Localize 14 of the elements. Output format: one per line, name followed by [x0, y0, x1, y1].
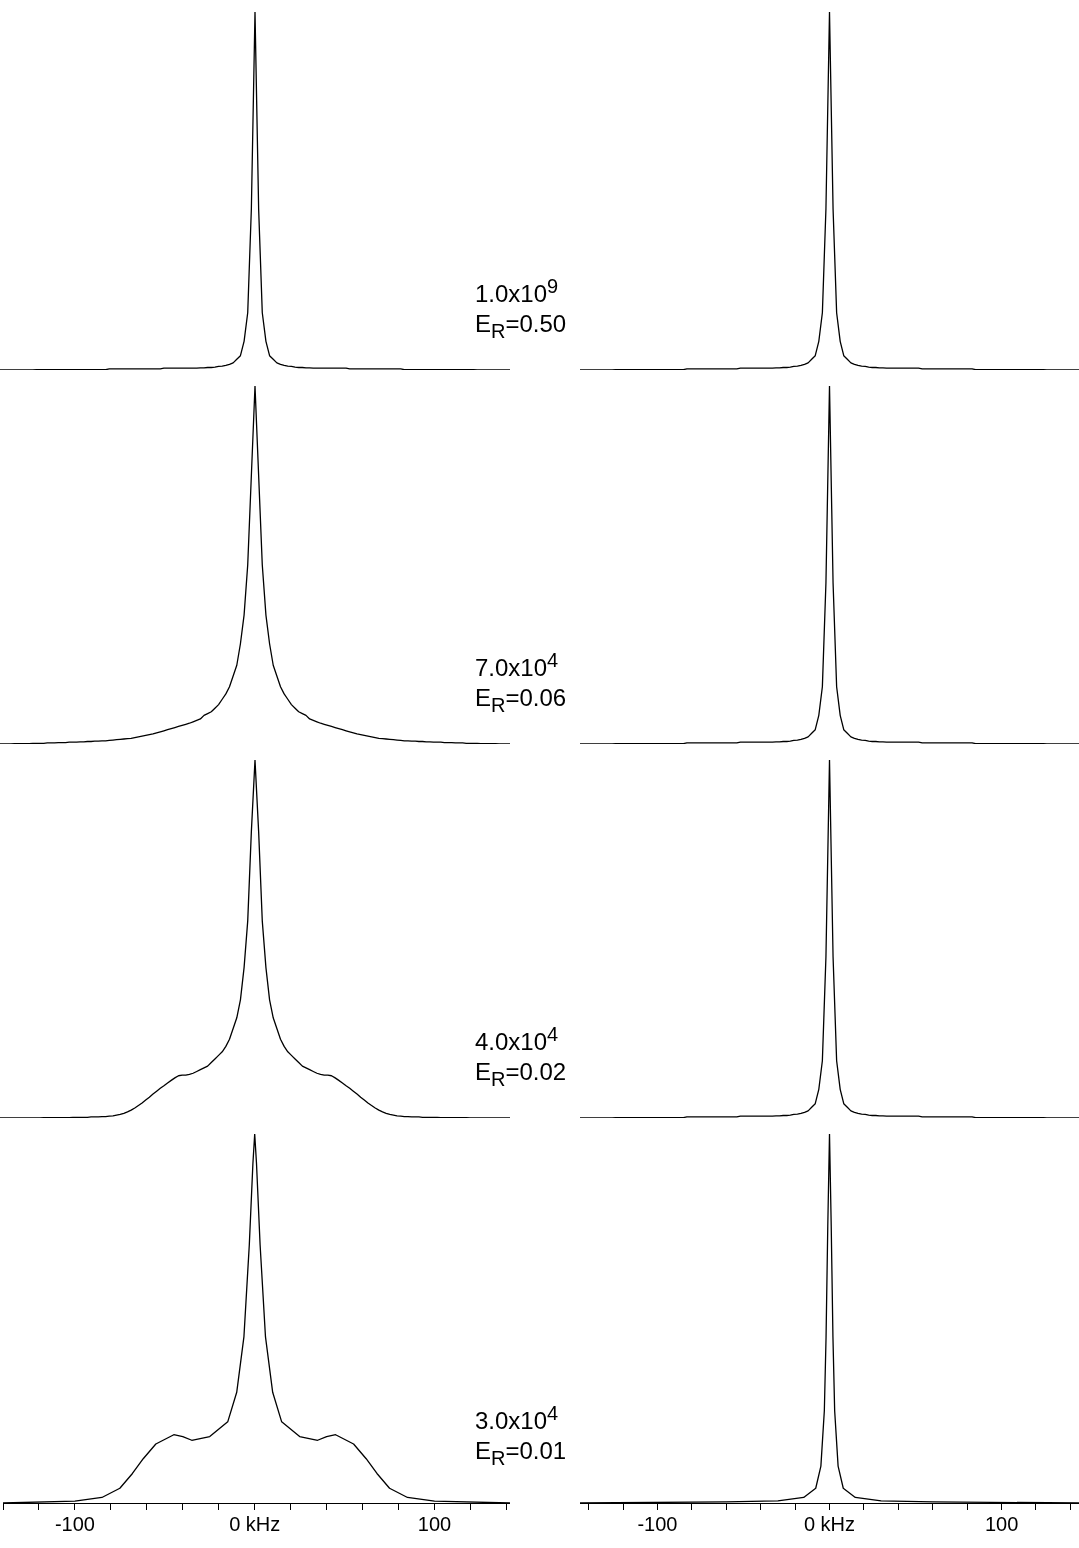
- annotation: E$_{R}$=0.01: [475, 1436, 567, 1471]
- x-tick-label: 0 kHz: [229, 1512, 281, 1535]
- annotation: 7.0x10$^{4}$: [475, 648, 560, 684]
- annotation: E$_{R}$=0.06: [475, 683, 567, 718]
- x-tick-label: -100: [637, 1512, 678, 1535]
- x-tick-label: 0 kHz: [803, 1512, 856, 1535]
- x-tick-label: -100: [54, 1512, 95, 1535]
- annotation: E$_{R}$=0.02: [475, 1057, 567, 1092]
- annotation: E$_{R}$=0.50: [475, 309, 567, 344]
- annotation: 1.0x10$^{9}$: [475, 274, 560, 310]
- annotation: 4.0x10$^{4}$: [475, 1022, 560, 1058]
- annotation: 3.0x10$^{4}$: [475, 1401, 560, 1437]
- x-tick-label: 100: [984, 1512, 1019, 1535]
- x-tick-label: 100: [417, 1512, 452, 1535]
